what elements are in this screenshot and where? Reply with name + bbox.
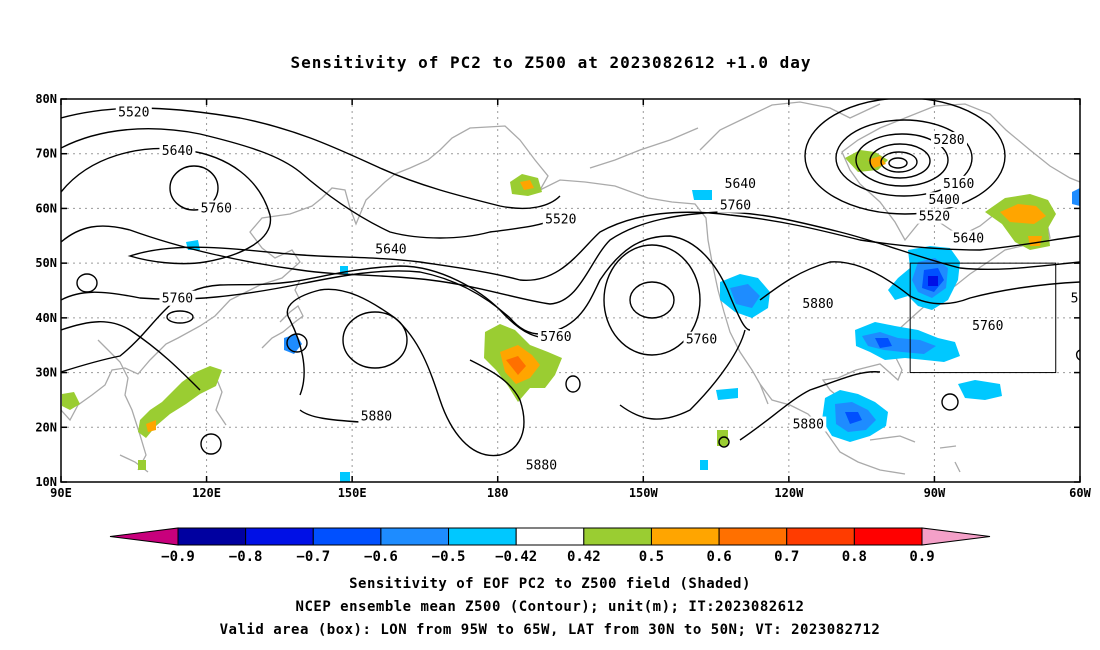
contour-label-bg xyxy=(717,197,754,213)
colorbar-swatch xyxy=(448,527,517,546)
contour-label: 5520 xyxy=(919,210,950,225)
contour-label: 5640 xyxy=(375,242,406,257)
contour-label-bg xyxy=(198,200,235,216)
contour-label-bg xyxy=(722,175,759,191)
contour-label-bg xyxy=(159,290,196,306)
contour-label: 5640 xyxy=(953,232,984,247)
lon-tick-label: 90W xyxy=(924,486,946,500)
contour-label: 5760 xyxy=(540,330,571,345)
contour-label: 5880 xyxy=(361,409,392,424)
colorbar-label: 0.9 xyxy=(909,549,934,565)
caption-line-3: Valid area (box): LON from 95W to 65W, L… xyxy=(220,622,881,638)
colorbar-over-triangle xyxy=(921,527,991,546)
lat-tick-label: 10N xyxy=(35,475,57,489)
lon-tick-label: 150E xyxy=(338,486,367,500)
colorbar: −0.9 −0.8 −0.7 −0.6 −0.5 −0.42 0.42 0.5 0.6 0.7 0.… xyxy=(109,527,991,565)
contour-label: 5520 xyxy=(118,106,149,121)
valid-area-box xyxy=(909,262,1057,374)
contour-label-bg xyxy=(683,331,720,347)
colorbar-swatch xyxy=(245,527,314,546)
lat-tick-label: 60N xyxy=(35,201,57,215)
contour-label: 5760 xyxy=(720,199,751,214)
sensitivity-shading xyxy=(62,150,1080,482)
colorbar-label: −0.6 xyxy=(364,549,398,565)
contour-labels: 5520564057605640576058805880576055205640… xyxy=(115,104,1094,474)
colorbar-label: 0.5 xyxy=(639,549,664,565)
contour-label: 5640 xyxy=(725,177,756,192)
contour-label-bg xyxy=(930,132,967,148)
contour-label: 5880 xyxy=(793,418,824,433)
contour-label-bg xyxy=(916,208,953,224)
lat-tick-label: 40N xyxy=(35,311,57,325)
colorbar-swatch xyxy=(515,527,585,546)
lat-tick-label: 20N xyxy=(35,420,57,434)
contour-label: 5280 xyxy=(933,133,964,148)
map-plot-area: 5520564057605640576058805880576055205640… xyxy=(35,92,1094,500)
contour-label: 5520 xyxy=(545,212,576,227)
figure-title: Sensitivity of PC2 to Z500 at 2023082612… xyxy=(290,53,811,72)
contour-label: 588 xyxy=(1071,292,1094,307)
contour-label-bg xyxy=(1068,290,1080,306)
colorbar-under-triangle xyxy=(109,527,179,546)
lon-tick-label: 120E xyxy=(192,486,221,500)
lon-tick-label: 180 xyxy=(487,486,509,500)
contour-label-bg xyxy=(950,230,987,246)
contour-label: 5760 xyxy=(686,333,717,348)
colorbar-swatch xyxy=(650,527,720,546)
lat-tick-label: 50N xyxy=(35,256,57,270)
contour-label-bg xyxy=(537,329,574,345)
contour-label: 5760 xyxy=(201,201,232,216)
contour-label: 5640 xyxy=(162,144,193,159)
colorbar-label: −0.42 xyxy=(495,549,537,565)
colorbar-label: 0.7 xyxy=(774,549,799,565)
contour-label-bg xyxy=(799,296,836,312)
contour-label: 5160 xyxy=(943,177,974,192)
colorbar-swatch xyxy=(786,527,855,546)
lon-tick-label: 90E xyxy=(50,486,72,500)
contour-label-bg xyxy=(372,241,409,257)
contour-label-bg xyxy=(790,416,827,432)
contour-label-bg xyxy=(542,211,579,227)
contour-label: 5880 xyxy=(802,297,833,312)
lon-tick-label: 150W xyxy=(629,486,659,500)
colorbar-label: −0.9 xyxy=(161,549,195,565)
contour-label-bg xyxy=(940,175,977,191)
lat-tick-label: 70N xyxy=(35,147,57,161)
lon-tick-label: 120W xyxy=(774,486,804,500)
contour-label-bg xyxy=(926,192,963,208)
colorbar-swatch xyxy=(380,527,450,546)
contour-label: 5760 xyxy=(162,292,193,307)
contour-label-bg xyxy=(358,408,395,424)
colorbar-swatch xyxy=(853,527,923,546)
lat-tick-label: 80N xyxy=(35,92,57,106)
contour-label: 5880 xyxy=(526,459,557,474)
caption-line-2: NCEP ensemble mean Z500 (Contour); unit(… xyxy=(296,599,805,615)
lon-tick-label: 60W xyxy=(1069,486,1091,500)
contour-label-bg xyxy=(523,457,560,473)
z500-contours xyxy=(61,99,1080,457)
caption-line-1: Sensitivity of EOF PC2 to Z500 field (Sh… xyxy=(349,576,751,592)
map-frame xyxy=(60,98,1081,483)
lat-tick-label: 30N xyxy=(35,366,57,380)
colorbar-label: −0.5 xyxy=(432,549,466,565)
contour-label-bg xyxy=(969,318,1006,334)
colorbar-swatch xyxy=(177,527,247,546)
colorbar-label: −0.8 xyxy=(229,549,263,565)
colorbar-swatch xyxy=(718,527,788,546)
contour-label: 5400 xyxy=(928,193,959,208)
contour-label-bg xyxy=(159,142,196,158)
colorbar-label: 0.6 xyxy=(706,549,731,565)
contour-label: 5760 xyxy=(972,319,1003,334)
contour-label-bg xyxy=(115,104,152,120)
axis-ticks: 90E 120E 150E 180 150W 120W 90W 60W 10N 20N 30N 40N… xyxy=(35,92,1091,500)
colorbar-label: −0.7 xyxy=(296,549,330,565)
colorbar-label: 0.42 xyxy=(567,549,601,565)
colorbar-label: 0.8 xyxy=(842,549,867,565)
colorbar-swatch xyxy=(583,527,652,546)
colorbar-swatch xyxy=(312,527,382,546)
